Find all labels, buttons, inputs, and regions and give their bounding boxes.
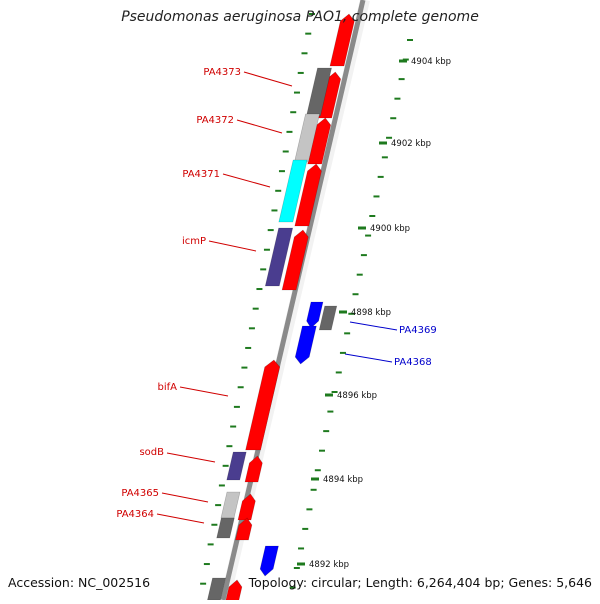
gene-icmp [264,227,294,287]
gene-label: sodB [139,447,164,458]
gene-label: PA4364 [116,509,154,520]
scale-label: 4900 kbp [370,224,410,234]
gene-label: PA4369 [399,325,437,336]
gene-label-leader [208,240,257,252]
genome-summary: Topology: circular; Length: 6,264,404 bp… [248,575,592,590]
scale-label: 4892 kbp [309,560,349,570]
gene-forward [237,493,256,521]
gene-label-leader [179,386,229,397]
gene-label: icmP [182,236,206,247]
gene-label-leader [243,71,293,87]
scale-label: 4902 kbp [391,139,431,149]
accession-label: Accession: NC_002516 [8,575,151,590]
scale-label: 4896 kbp [337,391,377,401]
gene-forward [294,163,322,227]
gene-forward [235,517,253,541]
gene-pa4364 [216,517,235,539]
scale-label: 4894 kbp [323,475,363,485]
gene-label-leader [156,513,205,524]
gene-label: PA4373 [203,67,241,78]
gene-label-leader [344,353,393,363]
gene-label: bifA [158,382,178,393]
gene-label-leader [222,173,271,188]
gene-label: PA4368 [394,357,432,368]
gene-label-leader [166,452,216,463]
gene-pa4371 [278,159,308,223]
gene-pa4369-neighbor [318,305,338,331]
gene-label-leader [349,321,398,331]
gene-pa4368 [294,325,317,365]
gene-pa4369 [306,301,324,329]
gene-blue [259,545,279,577]
gene-forward [281,229,309,291]
gene-label: PA4365 [121,488,159,499]
gene-sodb [226,451,247,481]
gene-forward [244,455,263,483]
gene-label: PA4371 [182,169,220,180]
scale-label: 4898 kbp [351,308,391,318]
gene-pa4365 [220,491,241,519]
map-title: Pseudomonas aeruginosa PAO1, complete ge… [121,9,479,25]
gene-label: PA4372 [196,115,234,126]
gene-label-leader [236,119,283,134]
gene-forward [245,359,281,451]
scale-label: 4904 kbp [411,57,451,67]
gene-label-leader [161,492,209,503]
gene-forward [329,13,355,67]
